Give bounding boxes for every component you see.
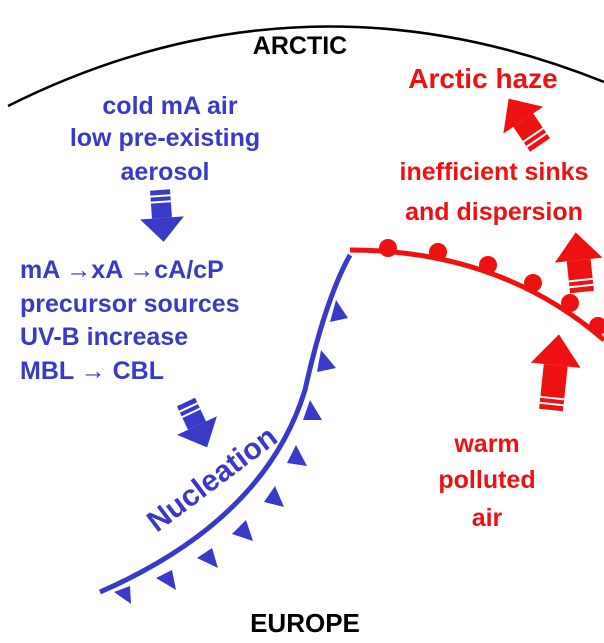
haze-label: Arctic haze — [408, 63, 557, 94]
process-label: precursor sources — [20, 290, 240, 318]
warm-front-bumps — [379, 239, 604, 335]
cold-front-teeth — [114, 300, 348, 604]
warm-air-label: polluted — [438, 466, 535, 494]
warm-air-label: air — [472, 504, 503, 532]
arrow — [530, 334, 581, 412]
region-label: EUROPE — [250, 608, 360, 638]
sinks-label: and dispersion — [405, 198, 583, 226]
arctic-boundary — [7, 25, 604, 108]
process-label: MBL → CBL — [20, 357, 164, 385]
arrow — [554, 232, 603, 294]
region-label: ARCTIC — [253, 32, 347, 60]
warm-air-label: warm — [453, 430, 519, 458]
cold-front — [98, 253, 353, 595]
arrow — [176, 397, 217, 448]
arrow — [140, 189, 184, 242]
cold-air-label: low pre-existing — [70, 124, 260, 152]
cold-air-label: cold mA air — [102, 92, 237, 120]
process-label: UV-B increase — [20, 323, 188, 351]
cold-air-label: aerosol — [121, 158, 210, 186]
process-label: mA →xA →cA/cP — [20, 256, 224, 284]
arrow — [503, 98, 550, 152]
sinks-label: inefficient sinks — [400, 158, 589, 186]
front-label: Nucleation — [141, 420, 283, 539]
